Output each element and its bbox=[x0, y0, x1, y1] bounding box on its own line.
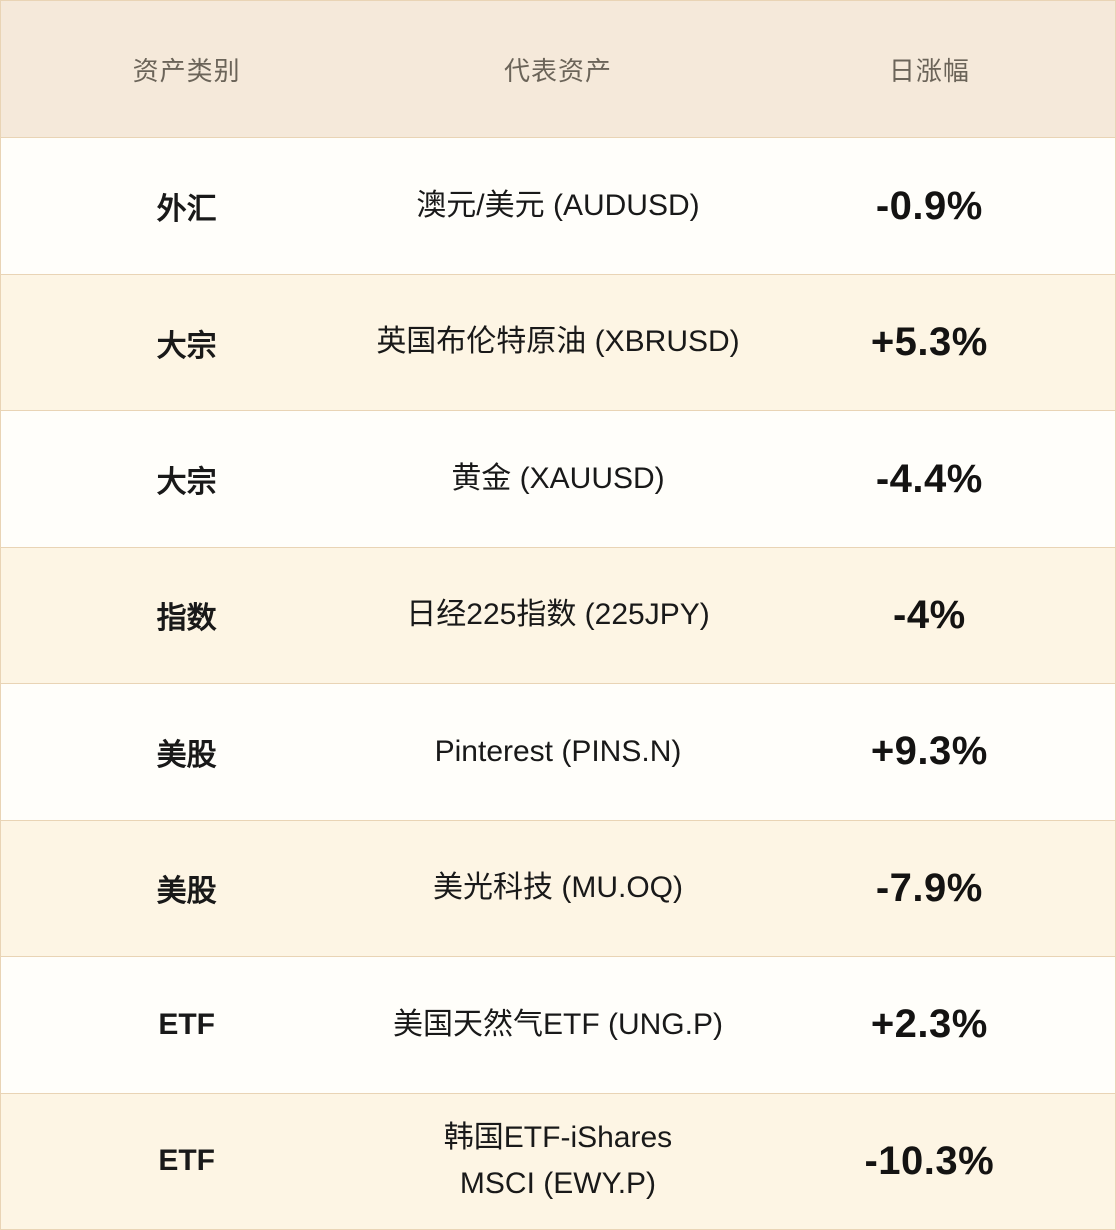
category-cell: ETF bbox=[158, 1007, 215, 1041]
table-row: 外汇 澳元/美元 (AUDUSD) -0.9% bbox=[1, 137, 1115, 274]
category-cell: 外汇 bbox=[156, 193, 217, 227]
daily-change-cell: -7.9% bbox=[875, 865, 983, 910]
header-category: 资产类别 bbox=[132, 55, 241, 86]
daily-change-cell: -4.4% bbox=[875, 456, 983, 501]
header-daily-change: 日涨幅 bbox=[888, 55, 970, 86]
asset-cell: 美国天然气ETF (UNG.P) bbox=[392, 1007, 723, 1041]
asset-cell: 美光科技 (MU.OQ) bbox=[433, 871, 683, 905]
table-row: ETF 美国天然气ETF (UNG.P) +2.3% bbox=[1, 956, 1115, 1093]
table-header-row: 资产类别 代表资产 日涨幅 bbox=[1, 1, 1115, 138]
asset-cell: Pinterest (PINS.N) bbox=[434, 734, 682, 768]
daily-change-cell: -0.9% bbox=[875, 183, 983, 228]
table-row: 大宗 英国布伦特原油 (XBRUSD) +5.3% bbox=[1, 273, 1115, 411]
category-cell: 大宗 bbox=[156, 466, 217, 500]
asset-cell: 英国布伦特原油 (XBRUSD) bbox=[376, 325, 740, 359]
asset-cell: 日经225指数 (225JPY) bbox=[406, 598, 710, 632]
table-row: ETF 韩国ETF-iShares MSCI (EWY.P) -10.3% bbox=[1, 1092, 1115, 1229]
asset-cell: 黄金 (XAUUSD) bbox=[451, 461, 665, 495]
category-cell: 指数 bbox=[156, 602, 217, 636]
daily-change-cell: +2.3% bbox=[870, 1002, 988, 1047]
asset-cell: 韩国ETF-iShares MSCI (EWY.P) bbox=[443, 1120, 673, 1201]
category-cell: 大宗 bbox=[156, 329, 217, 363]
category-cell: 美股 bbox=[156, 738, 217, 772]
table-row: 美股 Pinterest (PINS.N) +9.3% bbox=[1, 683, 1115, 820]
table-row: 美股 美光科技 (MU.OQ) -7.9% bbox=[1, 819, 1115, 957]
category-cell: 美股 bbox=[156, 875, 217, 909]
asset-cell: 澳元/美元 (AUDUSD) bbox=[416, 188, 700, 222]
table-row: 大宗 黄金 (XAUUSD) -4.4% bbox=[1, 410, 1115, 547]
table-row: 指数 日经225指数 (225JPY) -4% bbox=[1, 546, 1115, 684]
daily-change-cell: +9.3% bbox=[870, 729, 988, 774]
daily-change-cell: -4% bbox=[893, 592, 966, 637]
daily-change-cell: +5.3% bbox=[870, 320, 988, 365]
header-asset: 代表资产 bbox=[503, 55, 612, 86]
daily-change-cell: -10.3% bbox=[864, 1138, 995, 1183]
category-cell: ETF bbox=[158, 1144, 215, 1178]
